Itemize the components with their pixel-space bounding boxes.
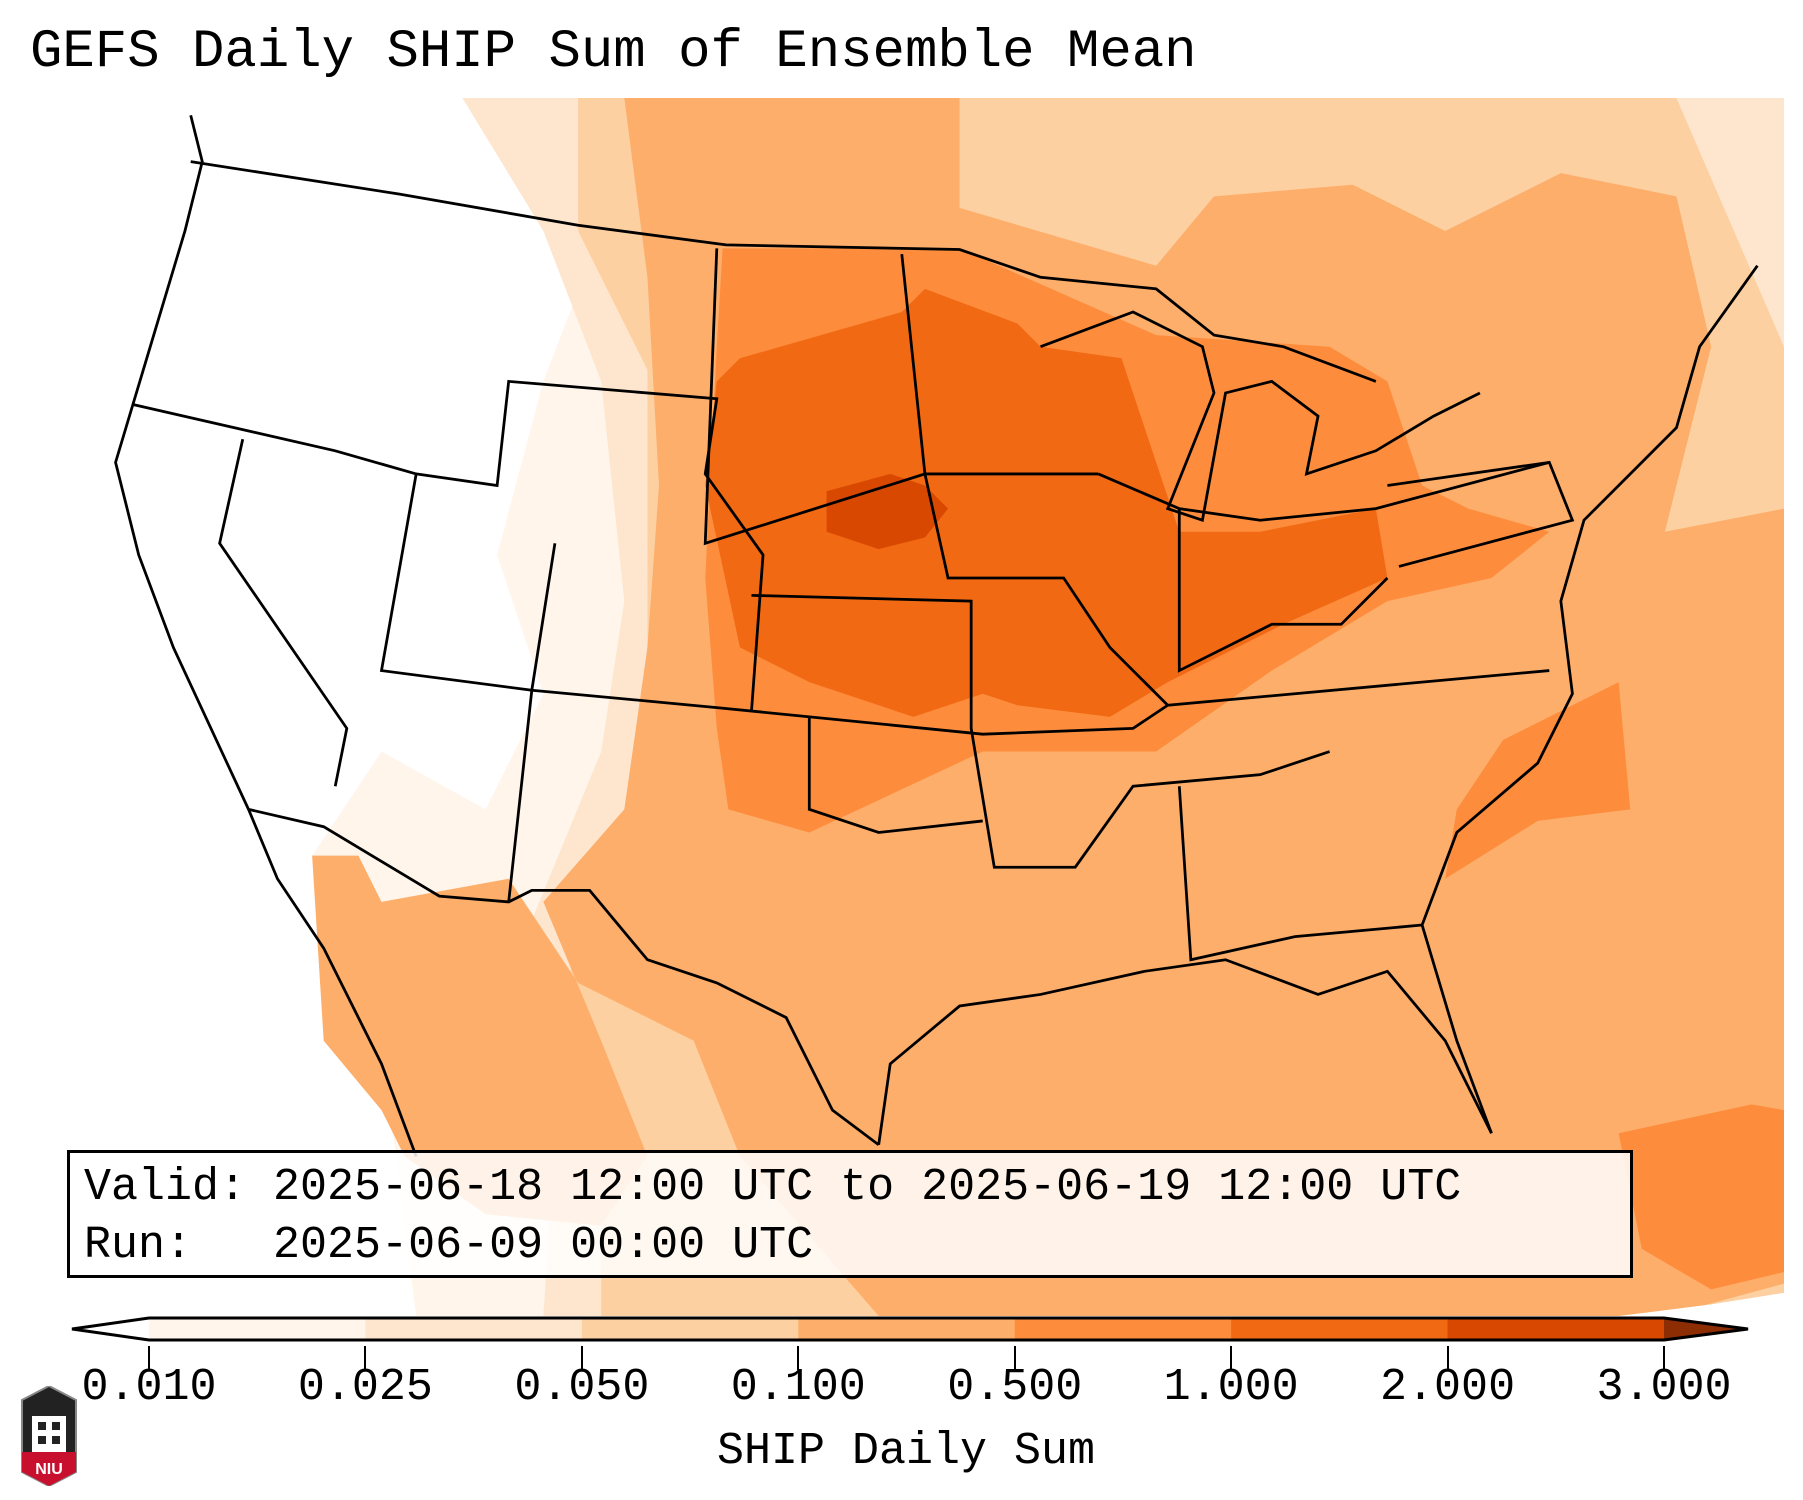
colorbar-segment	[149, 1318, 366, 1340]
state-lines-j	[1177, 508, 1389, 673]
valid-info-box: Valid: 2025-06-18 12:00 UTC to 2025-06-1…	[67, 1150, 1633, 1278]
west-coast	[114, 115, 418, 1157]
boundaries	[114, 115, 1759, 1157]
state-lines-a	[132, 379, 765, 712]
valid-label: Valid:	[84, 1162, 247, 1213]
run-value: 2025-06-09 00:00 UTC	[273, 1220, 814, 1271]
colorbar-tick-label: 0.025	[297, 1362, 433, 1413]
chart-title: GEFS Daily SHIP Sum of Ensemble Mean	[30, 22, 1197, 83]
colorbar-tick	[580, 1346, 583, 1370]
run-label: Run:	[84, 1220, 193, 1271]
colorbar-segment	[365, 1318, 583, 1340]
east-coast	[1420, 264, 1759, 1134]
colorbar-segment	[1014, 1318, 1232, 1340]
colorbar-over-triangle	[1664, 1318, 1748, 1340]
shade-0.5-1-caribbean	[1618, 1104, 1784, 1290]
state-lines-g	[900, 254, 1169, 707]
svg-text:NIU: NIU	[35, 1461, 63, 1478]
state-lines-f	[751, 593, 1331, 869]
colorbar-tick-label: 0.500	[947, 1362, 1083, 1413]
colorbar-segment	[1231, 1318, 1449, 1340]
colorbar-under-triangle	[72, 1318, 149, 1340]
state-lines-l	[1387, 460, 1575, 568]
colorbar-tick-label: 1.000	[1163, 1362, 1299, 1413]
state-lines-h	[807, 716, 983, 834]
mexico-border	[248, 808, 880, 1146]
state-lines-d	[507, 543, 557, 903]
colorbar-tick	[148, 1346, 150, 1370]
colorbar-tick	[364, 1346, 367, 1370]
state-lines-c	[379, 473, 1550, 736]
projection-edge	[1618, 1292, 1784, 1316]
colorbar-segment	[1447, 1318, 1665, 1340]
valid-value: 2025-06-18 12:00 UTC to 2025-06-19 12:00…	[273, 1162, 1462, 1213]
state-lines-e	[703, 248, 1099, 546]
map-plot	[30, 98, 1784, 1316]
gulf-coast	[877, 958, 1493, 1146]
colorbar-tick	[1013, 1346, 1016, 1370]
colorbar-tick-label: 0.010	[81, 1362, 217, 1413]
colorbar-tick-label: 0.050	[514, 1362, 650, 1413]
colorbar-tick	[1230, 1346, 1233, 1370]
state-lines-b	[218, 438, 349, 787]
colorbar	[71, 1316, 1749, 1342]
colorbar-tick	[1663, 1346, 1665, 1370]
colorbar-segment	[581, 1318, 799, 1340]
colorbar-outline	[71, 1316, 1749, 1342]
colorbar-segment	[798, 1318, 1016, 1340]
colorbar-tick	[1446, 1346, 1449, 1370]
colorbar-tick-label: 3.000	[1596, 1362, 1732, 1413]
shade-1-2	[705, 288, 1388, 717]
colorbar-tick-label: 2.000	[1380, 1362, 1516, 1413]
canada-border	[190, 160, 1377, 383]
state-lines-i	[1097, 461, 1550, 522]
shade-0.5-1-atlantic	[1445, 682, 1631, 879]
great-lakes	[1040, 310, 1481, 523]
state-lines-k	[1177, 786, 1423, 962]
colorbar-tick-label: 0.100	[730, 1362, 866, 1413]
colorbar-label: SHIP Daily Sum	[716, 1426, 1096, 1477]
niu-logo: NIU	[21, 1386, 77, 1486]
shade-2-3	[826, 473, 949, 550]
colorbar-tick	[797, 1346, 800, 1370]
